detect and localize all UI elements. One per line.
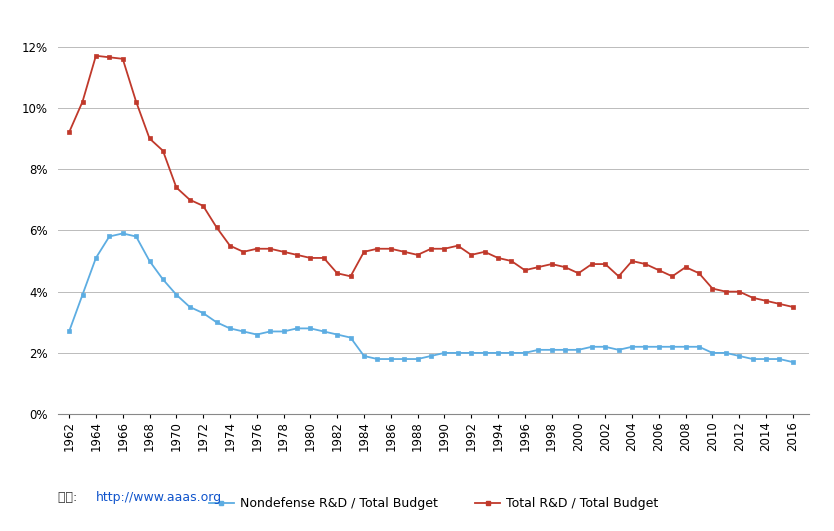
Text: 자료:: 자료: bbox=[58, 492, 82, 504]
Legend: Nondefense R&D / Total Budget, Total R&D / Total Budget: Nondefense R&D / Total Budget, Total R&D… bbox=[203, 492, 664, 515]
Text: http://www.aaas.org: http://www.aaas.org bbox=[96, 492, 222, 504]
